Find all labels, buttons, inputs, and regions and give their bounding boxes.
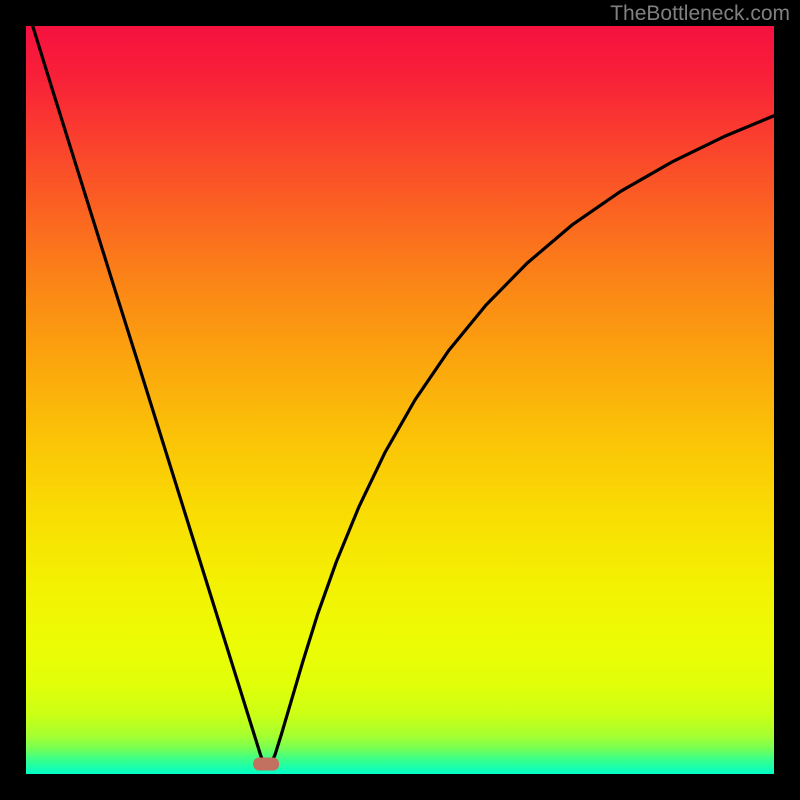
- bottleneck-chart: [0, 0, 800, 800]
- plot-gradient-background: [26, 26, 774, 774]
- chart-container: TheBottleneck.com: [0, 0, 800, 800]
- watermark-text: TheBottleneck.com: [610, 2, 790, 26]
- optimal-point-marker: [253, 758, 279, 771]
